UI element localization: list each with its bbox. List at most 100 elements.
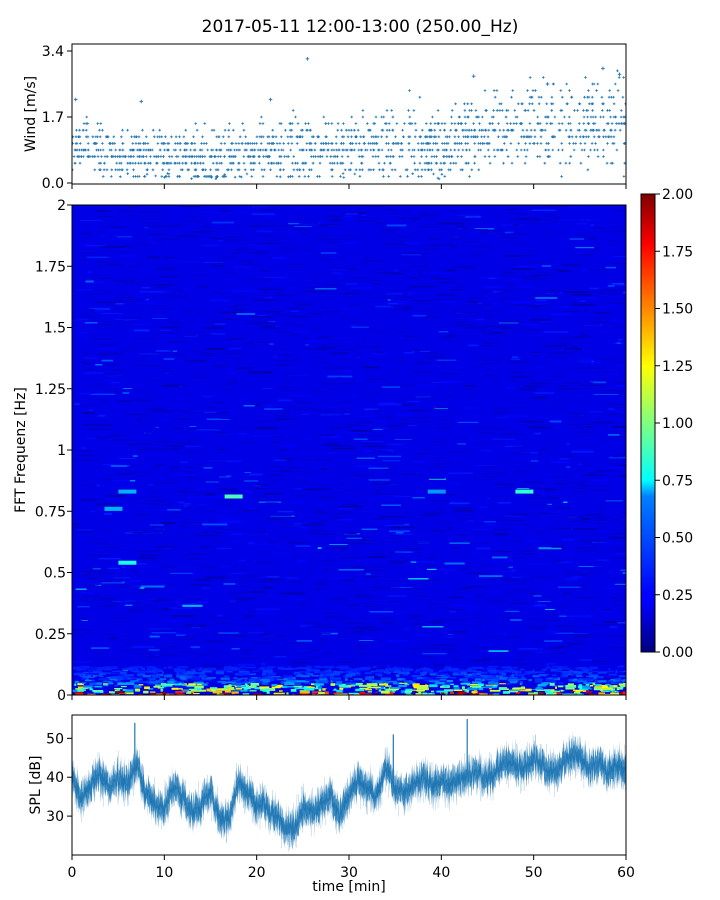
spectrogram-streak: [484, 342, 503, 344]
spectrogram-streak: [292, 680, 310, 683]
spectrogram-streak: [208, 236, 214, 238]
spectrogram-streak: [130, 480, 136, 482]
spectrogram-streak: [499, 237, 516, 238]
spectrogram-streak: [369, 335, 378, 337]
spectrogram-streak: [224, 499, 234, 500]
spectrogram-streak: [366, 494, 370, 497]
spectrogram-streak: [449, 596, 464, 598]
spectrogram-streak: [201, 276, 218, 278]
spectrogram-streak: [437, 606, 448, 608]
spectrogram-streak: [115, 369, 123, 371]
spectrogram-streak: [84, 484, 96, 486]
spectrogram-streak: [596, 523, 605, 525]
spectrogram-streak: [161, 371, 173, 373]
spectrogram-streak: [585, 634, 601, 636]
spectrogram-streak: [335, 512, 344, 514]
spectrogram-streak: [324, 388, 348, 390]
spectrogram-streak: [349, 627, 360, 630]
spectrogram-streak: [406, 398, 412, 400]
spectrogram-streak: [236, 427, 251, 430]
spectrogram-streak: [183, 635, 198, 637]
spectrogram-streak: [96, 503, 119, 505]
spectrogram-streak: [604, 621, 625, 623]
spectrogram-streak: [373, 451, 391, 452]
spectrogram-streak: [264, 252, 277, 254]
spectrogram-streak: [602, 609, 612, 610]
spectrogram-streak: [232, 599, 247, 602]
spectrogram-streak: [147, 365, 163, 366]
spectrogram-streak: [533, 427, 552, 429]
spectrogram-streak: [261, 325, 276, 327]
spectrogram-streak: [230, 252, 240, 254]
spectrogram-streak: [498, 434, 505, 436]
spectrogram-streak: [363, 570, 381, 571]
spectrogram-streak: [182, 214, 196, 216]
spectrogram-streak: [251, 213, 275, 215]
spectrogram-streak: [326, 215, 344, 217]
spectrogram-streak: [94, 399, 105, 401]
spectrogram-streak: [135, 588, 154, 590]
spectrogram-streak: [308, 283, 318, 285]
spectrogram-streak: [292, 359, 298, 361]
spectrogram-streak: [608, 240, 614, 242]
spectrogram-streak: [226, 621, 235, 623]
spectrogram-streak: [307, 571, 312, 572]
spectrogram-streak: [615, 647, 626, 649]
spectrogram-streak: [507, 361, 528, 362]
spectrogram-streak: [559, 385, 569, 387]
spectrogram-streak: [386, 299, 391, 301]
spectrogram-streak: [447, 395, 453, 396]
spectrogram-streak: [472, 315, 495, 317]
spectrogram-streak: [342, 473, 356, 475]
spectrogram-streak: [256, 530, 268, 533]
spectrogram-streak: [134, 520, 140, 522]
spectrogram-streak: [506, 387, 520, 389]
spectrogram-streak: [237, 664, 256, 666]
spectrogram-streak: [529, 322, 540, 324]
spectrogram-streak: [310, 649, 320, 651]
spectrogram-streak: [98, 438, 106, 440]
spectrogram-streak: [368, 479, 390, 481]
spectrogram-streak: [582, 475, 607, 476]
spectrogram-streak: [577, 574, 588, 576]
spectrogram-streak: [337, 518, 353, 521]
spectrogram-streak: [277, 511, 294, 513]
spectrogram-streak: [135, 359, 146, 362]
spectrogram-streak: [222, 353, 240, 355]
spectrogram-streak: [416, 561, 435, 563]
spectrogram-streak: [322, 569, 329, 570]
spectrogram-streak: [367, 435, 384, 437]
spectrogram-streak: [609, 626, 618, 628]
spectrogram-streak: [545, 609, 555, 610]
spectrogram-streak: [310, 664, 316, 666]
spectrogram-streak: [97, 231, 105, 233]
spectrogram-streak: [390, 587, 413, 588]
spectrogram-streak: [171, 658, 186, 660]
spectrogram-streak: [579, 219, 592, 221]
spectrogram-streak: [452, 507, 470, 509]
spectrogram-streak: [497, 502, 512, 504]
spectrogram-streak: [553, 557, 575, 560]
spectrogram-streak: [469, 659, 488, 661]
spectrogram-streak: [138, 353, 159, 355]
spectrogram-streak: [428, 564, 435, 566]
spectrogram-streak: [580, 540, 605, 542]
spectrogram-streak: [322, 436, 342, 438]
spectrogram-streak: [598, 331, 611, 333]
spectrogram-streak: [75, 526, 79, 528]
spectrogram-streak: [586, 269, 593, 271]
spectrogram-streak: [515, 279, 520, 282]
spectrogram-streak: [290, 334, 298, 336]
spectrogram-streak: [618, 364, 626, 367]
spectrogram-streak: [287, 237, 309, 238]
spectrogram-streak: [435, 426, 451, 428]
spectrogram-streak: [621, 288, 626, 290]
spectrogram-streak: [412, 411, 417, 413]
spectrogram-streak: [541, 515, 558, 516]
spectrogram-streak: [517, 218, 541, 220]
spectrogram-streak: [587, 238, 599, 240]
spectrogram-streak: [210, 419, 230, 420]
spectrogram-streak: [256, 562, 275, 564]
spectrogram-streak: [593, 421, 614, 424]
spectrogram-streak: [353, 475, 374, 476]
